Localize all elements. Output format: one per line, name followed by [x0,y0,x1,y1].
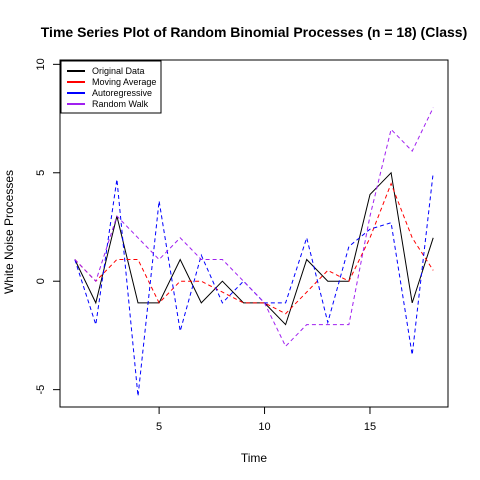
series-line-2 [74,172,434,397]
x-axis-label: Time [241,451,268,465]
plot-area [74,107,434,397]
chart-title: Time Series Plot of Random Binomial Proc… [41,24,468,40]
y-tick-label: -5 [35,385,47,395]
x-tick-label: 10 [258,421,270,433]
legend-label-2: Autoregressive [92,88,152,98]
y-tick-label: 5 [35,170,47,176]
legend-label-3: Random Walk [92,99,149,109]
series-line-1 [74,182,434,315]
x-tick-label: 15 [364,421,376,433]
y-tick-label: 0 [35,278,47,284]
series-line-3 [74,107,434,348]
plot-frame [59,59,449,408]
legend-label-1: Moving Average [92,77,156,87]
x-tick-label: 5 [156,421,162,433]
legend-label-0: Original Data [92,66,145,76]
y-axis-label: White Noise Processes [2,170,16,294]
y-tick-label: 10 [35,58,47,70]
axes: 5 10 15 -5 0 5 10 [35,58,449,433]
